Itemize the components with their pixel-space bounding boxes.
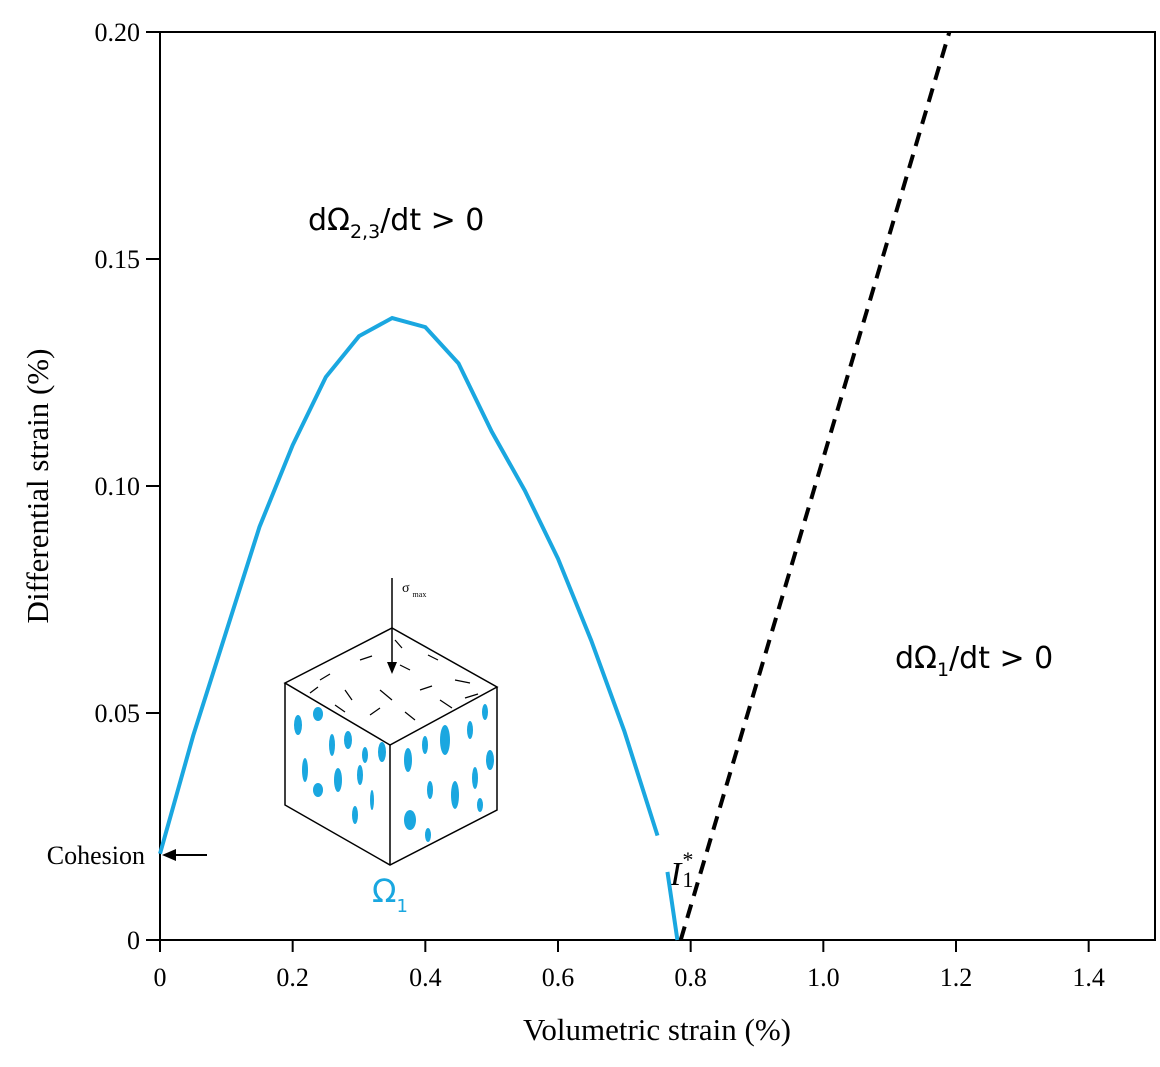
x-tick-label: 1.4	[1072, 963, 1105, 992]
annotation-subscript: 1	[937, 659, 949, 681]
annotation-text: /dt > 0	[949, 641, 1053, 676]
omega-label: Ω1	[372, 872, 408, 917]
invariant-subscript: 1	[682, 867, 693, 892]
y-tick-label: 0.10	[95, 472, 141, 501]
invariant-label: I* 1	[669, 847, 693, 893]
y-tick-label: 0.15	[95, 245, 141, 274]
invariant-superscript: *	[681, 847, 692, 872]
omega-symbol: Ω	[372, 872, 396, 910]
cube-cracks	[309, 639, 479, 721]
x-tick-label: 0	[154, 963, 167, 992]
load-subscript: max	[413, 590, 427, 599]
x-tick-label: 0.4	[409, 963, 442, 992]
x-tick-label: 0.2	[276, 963, 309, 992]
data-line	[158, 315, 680, 941]
cohesion-arrowhead	[162, 849, 176, 861]
annotation-subscript: 2,3	[350, 221, 380, 243]
load-arrowhead	[387, 662, 397, 674]
y-axis-title: Differential strain (%)	[20, 349, 55, 624]
cube-top	[283, 627, 499, 746]
cube-pores	[294, 704, 494, 842]
annotation-text: dΩ	[895, 641, 937, 676]
annotation: dΩ2,3/dt > 0	[308, 203, 484, 243]
x-axis-title: Volumetric strain (%)	[523, 1012, 791, 1047]
load-symbol: σ	[402, 581, 410, 596]
cohesion-label: Cohesion	[47, 841, 145, 870]
y-tick-label: 0	[127, 926, 140, 955]
annotation-text: dΩ	[308, 203, 350, 238]
plot-frame	[159, 31, 1156, 941]
y-tick-label: 0.05	[95, 699, 141, 728]
x-tick-label: 0.6	[542, 963, 575, 992]
annotation: dΩ1/dt > 0	[895, 641, 1053, 681]
x-tick-label: 0.8	[674, 963, 707, 992]
cube-inset	[283, 578, 499, 866]
y-tick-label: 0.20	[95, 18, 141, 47]
x-tick-label: 1.0	[807, 963, 840, 992]
x-tick-label: 1.2	[940, 963, 973, 992]
load-label: σ max	[402, 581, 426, 599]
data-line	[678, 31, 952, 941]
invariant-symbol: I	[669, 856, 683, 893]
omega-subscript: 1	[396, 896, 407, 917]
annotation-text: /dt > 0	[380, 203, 484, 238]
